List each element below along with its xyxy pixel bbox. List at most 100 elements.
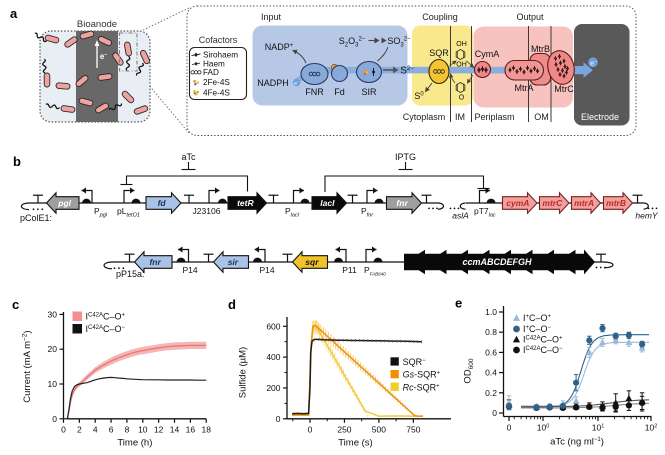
svg-text:pgl: pgl (57, 198, 71, 208)
svg-text:0.6: 0.6 (485, 347, 497, 357)
svg-text:pP15a:: pP15a: (116, 269, 145, 279)
svg-text:e−: e− (100, 52, 107, 61)
svg-text:16: 16 (186, 424, 196, 434)
svg-text:OH: OH (456, 62, 467, 69)
svg-text:0: 0 (492, 408, 497, 418)
svg-text:OM: OM (534, 112, 549, 122)
svg-text:4: 4 (93, 424, 98, 434)
svg-text:sir: sir (228, 257, 239, 267)
svg-text:FNR: FNR (305, 87, 324, 97)
svg-text:8: 8 (125, 424, 130, 434)
svg-text:IC42AC–O+: IC42AC–O+ (523, 335, 563, 345)
svg-text:aTc (ng ml−1): aTc (ng ml−1) (550, 437, 604, 448)
svg-text:Periplasm: Periplasm (474, 112, 514, 122)
svg-text:hemY: hemY (635, 211, 659, 221)
svg-text:mtrB: mtrB (606, 198, 626, 208)
svg-text:NADPH: NADPH (257, 78, 289, 88)
svg-text:20: 20 (48, 344, 58, 354)
svg-text:aslA: aslA (452, 211, 469, 221)
svg-text:mtrC: mtrC (542, 198, 563, 208)
svg-text:0: 0 (308, 424, 313, 434)
svg-text:c: c (12, 297, 19, 312)
svg-text:Rc-SQR+: Rc-SQR+ (403, 382, 441, 392)
svg-text:Coupling: Coupling (422, 12, 458, 22)
svg-text:mtrA: mtrA (574, 198, 594, 208)
svg-text:S0: S0 (414, 91, 424, 101)
svg-text:pColE1:: pColE1: (20, 213, 52, 223)
svg-text:Fd: Fd (334, 87, 345, 97)
svg-text:FAD: FAD (203, 68, 219, 77)
svg-text:600: 600 (266, 321, 280, 331)
svg-text:500: 500 (372, 424, 386, 434)
svg-text:OH: OH (456, 41, 467, 48)
svg-text:SQR: SQR (429, 48, 449, 58)
svg-text:Input: Input (261, 12, 282, 22)
svg-text:Current (mA m−2): Current (mA m−2) (22, 330, 34, 402)
svg-text:0: 0 (52, 414, 57, 424)
svg-text:Output: Output (516, 12, 544, 22)
svg-text:P14: P14 (182, 265, 197, 275)
svg-text:SQR−: SQR− (403, 357, 427, 367)
svg-text:2Fe-4S: 2Fe-4S (203, 78, 230, 87)
svg-text:b: b (13, 154, 21, 169)
svg-text:Gs-SQR+: Gs-SQR+ (403, 370, 441, 380)
svg-text:Sulfide (µM): Sulfide (µM) (238, 347, 249, 398)
svg-text:0.8: 0.8 (485, 327, 497, 337)
svg-text:101: 101 (592, 423, 605, 433)
svg-text:250: 250 (337, 424, 351, 434)
svg-text:IC42AC–O−: IC42AC–O− (86, 324, 126, 334)
svg-text:MtrA: MtrA (515, 83, 534, 93)
svg-text:CymA: CymA (475, 49, 500, 59)
svg-text:0: 0 (276, 414, 281, 424)
svg-text:lacI: lacI (320, 198, 335, 208)
svg-text:IC42AC–O+: IC42AC–O+ (86, 312, 126, 322)
svg-text:IC42AC–O−: IC42AC–O− (523, 345, 563, 355)
svg-text:102: 102 (645, 423, 658, 433)
svg-text:100: 100 (537, 423, 550, 433)
svg-text:12: 12 (154, 424, 164, 434)
svg-text:IPTG: IPTG (395, 152, 416, 162)
svg-text:10: 10 (48, 379, 58, 389)
svg-text:1.0: 1.0 (485, 307, 497, 317)
svg-text:MtrC: MtrC (554, 84, 574, 94)
svg-text:e: e (455, 296, 462, 311)
svg-text:O: O (459, 95, 465, 102)
svg-text:SIR: SIR (361, 87, 377, 97)
svg-text:NADP+: NADP+ (265, 42, 294, 52)
svg-text:PFAB640: PFAB640 (364, 265, 386, 277)
svg-text:cymA: cymA (506, 198, 529, 208)
svg-text:Electrode: Electrode (581, 112, 619, 122)
svg-text:MtrB: MtrB (531, 44, 550, 54)
svg-text:P11: P11 (342, 265, 357, 275)
svg-text:6: 6 (109, 424, 114, 434)
svg-text:400: 400 (266, 352, 280, 362)
svg-text:fd: fd (158, 198, 167, 208)
svg-text:Time (h): Time (h) (117, 438, 152, 449)
svg-text:14: 14 (170, 424, 180, 434)
svg-text:0: 0 (507, 423, 512, 433)
svg-text:Time (s): Time (s) (338, 438, 372, 449)
svg-text:750: 750 (406, 424, 420, 434)
svg-text:fnr: fnr (149, 257, 161, 267)
svg-text:IM: IM (455, 112, 465, 122)
svg-text:0.4: 0.4 (485, 368, 497, 378)
svg-text:Haem: Haem (203, 60, 225, 69)
svg-text:d: d (228, 297, 236, 312)
svg-text:I+C–O+: I+C–O+ (523, 313, 552, 323)
svg-text:fnr: fnr (396, 198, 408, 208)
svg-text:J23106: J23106 (193, 206, 221, 216)
svg-text:200: 200 (266, 383, 280, 393)
svg-text:0.2: 0.2 (485, 388, 497, 398)
svg-text:18: 18 (202, 424, 212, 434)
svg-text:2: 2 (77, 424, 82, 434)
svg-text:aTc: aTc (181, 152, 196, 162)
svg-text:Cytoplasm: Cytoplasm (403, 112, 446, 122)
svg-text:S2−: S2− (400, 66, 414, 77)
svg-text:sqr: sqr (305, 257, 319, 267)
svg-text:tetR: tetR (237, 198, 254, 208)
svg-text:I+C–O−: I+C–O− (523, 324, 552, 334)
svg-text:Cofactors: Cofactors (199, 35, 238, 45)
svg-text:Bioanode: Bioanode (77, 19, 117, 30)
svg-text:a: a (10, 6, 18, 21)
svg-text:P14: P14 (259, 265, 274, 275)
